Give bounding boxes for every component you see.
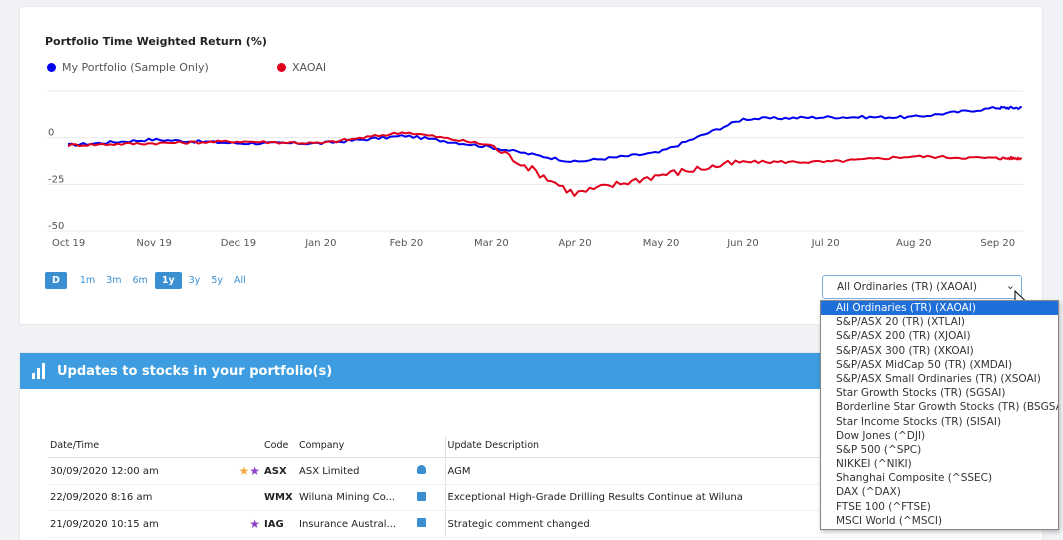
x-tick-label: Apr 20 <box>558 238 591 249</box>
chart-series <box>67 105 1023 197</box>
dropdown-option[interactable]: Star Income Stocks (TR) (SISAI) <box>836 415 1002 428</box>
y-tick-label: -50 <box>48 221 64 232</box>
dropdown-option[interactable]: S&P/ASX MidCap 50 (TR) (XMDAI) <box>836 358 1013 371</box>
chart-title: Portfolio Time Weighted Return (%) <box>45 35 267 48</box>
benchmark-select[interactable]: All Ordinaries (TR) (XAOAI) ⌄ <box>822 275 1022 299</box>
range-button-d[interactable]: D <box>45 272 67 289</box>
gold-star-icon: ★ <box>238 464 250 478</box>
person-icon <box>415 457 445 485</box>
range-button-6m[interactable]: 6m <box>132 275 148 286</box>
dropdown-option[interactable]: Shanghai Composite (^SSEC) <box>836 472 993 485</box>
dropdown-option[interactable]: All Ordinaries (TR) (XAOAI) <box>821 301 1058 316</box>
range-button-3y[interactable]: 3y <box>188 275 201 286</box>
legend-label: My Portfolio (Sample Only) <box>62 61 209 74</box>
x-tick-label: May 20 <box>643 238 680 249</box>
x-tick-label: Feb 20 <box>390 238 424 249</box>
updates-table: Date/Time Code Company Update Descriptio… <box>48 436 1048 538</box>
series-line-my-portfolio <box>67 105 1023 163</box>
row-stars <box>226 484 262 511</box>
range-button-1m[interactable]: 1m <box>79 275 96 286</box>
row-company[interactable]: ASX Limited <box>297 457 415 485</box>
x-tick-label: Jan 20 <box>304 238 336 249</box>
y-tick-labels: 0 -25 -50 <box>48 128 64 232</box>
range-button-all[interactable]: All <box>233 275 246 286</box>
chevron-down-icon: ⌄ <box>1005 279 1015 292</box>
y-tick-label: 0 <box>48 128 54 139</box>
range-buttons: D 1m 3m 6m 1y 3y 5y All <box>45 272 250 289</box>
col-code[interactable]: Code <box>262 436 297 458</box>
legend-xaoai[interactable]: XAOAI <box>277 61 326 74</box>
x-tick-label: Dec 19 <box>221 238 256 249</box>
legend-dot-blue <box>47 63 56 72</box>
purple-star-icon: ★ <box>249 517 260 531</box>
purple-star-icon: ★ <box>249 464 260 478</box>
row-date: 21/09/2020 10:15 am <box>48 510 226 538</box>
col-type <box>415 436 445 458</box>
x-tick-label: Aug 20 <box>896 238 931 249</box>
graduation-cap-icon <box>415 510 445 538</box>
range-button-5y[interactable]: 5y <box>211 275 223 286</box>
col-company[interactable]: Company <box>297 436 415 458</box>
megaphone-icon <box>415 484 445 511</box>
range-button-3m[interactable]: 3m <box>106 275 122 286</box>
row-company[interactable]: Wiluna Mining Co... <box>297 484 415 511</box>
x-tick-labels: Oct 19 Nov 19 Dec 19 Jan 20 Feb 20 Mar 20 Apr … <box>52 238 1015 249</box>
row-stars: ★★ <box>226 457 262 485</box>
x-tick-label: Sep 20 <box>980 238 1015 249</box>
dropdown-option[interactable]: Dow Jones (^DJI) <box>836 429 926 442</box>
dropdown-option[interactable]: S&P/ASX 20 (TR) (XTLAI) <box>836 316 966 329</box>
dropdown-option[interactable]: MSCI World (^MSCI) <box>836 514 943 527</box>
benchmark-select-value: All Ordinaries (TR) (XAOAI) <box>837 281 977 293</box>
x-tick-label: Jul 20 <box>811 238 840 249</box>
benchmark-dropdown-list: All Ordinaries (TR) (XAOAI) S&P/ASX 20 (T… <box>820 300 1059 530</box>
range-button-1y[interactable]: 1y <box>154 272 182 289</box>
row-date: 30/09/2020 12:00 am <box>48 457 226 485</box>
dropdown-option[interactable]: Borderline Star Growth Stocks (TR) (BSGS… <box>836 401 1058 414</box>
updates-title: Updates to stocks in your portfolio(s) <box>57 363 333 379</box>
dropdown-option[interactable]: S&P/ASX 300 (TR) (XKOAI) <box>836 344 974 357</box>
dropdown-option[interactable]: S&P 500 (^SPC) <box>836 443 922 456</box>
legend-dot-red <box>277 63 286 72</box>
dropdown-option[interactable]: FTSE 100 (^FTSE) <box>836 500 931 513</box>
x-tick-label: Oct 19 <box>52 238 85 249</box>
dropdown-option[interactable]: Star Growth Stocks (TR) (SGSAI) <box>836 387 1006 400</box>
row-code[interactable]: ASX <box>262 457 297 485</box>
col-date[interactable]: Date/Time <box>48 436 226 458</box>
dropdown-option[interactable]: S&P/ASX 200 (TR) (XJOAI) <box>836 330 971 343</box>
legend-my-portfolio[interactable]: My Portfolio (Sample Only) <box>47 61 209 74</box>
y-tick-label: -25 <box>48 174 64 185</box>
series-line-xaoai <box>67 131 1023 197</box>
portfolio-chart-card: Portfolio Time Weighted Return (%) My Po… <box>19 6 1043 325</box>
row-company[interactable]: Insurance Austral... <box>297 510 415 538</box>
dropdown-option[interactable]: DAX (^DAX) <box>836 486 901 499</box>
dropdown-option[interactable]: NIKKEI (^NIKI) <box>836 458 912 471</box>
col-stars <box>226 436 262 458</box>
x-tick-label: Mar 20 <box>474 238 509 249</box>
row-code[interactable]: IAG <box>262 510 297 538</box>
x-tick-label: Nov 19 <box>136 238 171 249</box>
bar-chart-icon <box>32 363 45 379</box>
row-date: 22/09/2020 8:16 am <box>48 484 226 511</box>
row-code[interactable]: WMX <box>262 484 297 511</box>
legend-label: XAOAI <box>292 61 327 74</box>
chart-plot: 0 -25 -50 Oct 19 Nov 19 Dec 19 Jan 20 Feb 20 Ma… <box>47 90 1023 249</box>
x-tick-label: Jun 20 <box>726 238 759 249</box>
row-stars: ★ <box>226 510 262 538</box>
chart-grid <box>47 90 1023 232</box>
dropdown-option[interactable]: S&P/ASX Small Ordinaries (TR) (XSOAI) <box>836 372 1041 385</box>
